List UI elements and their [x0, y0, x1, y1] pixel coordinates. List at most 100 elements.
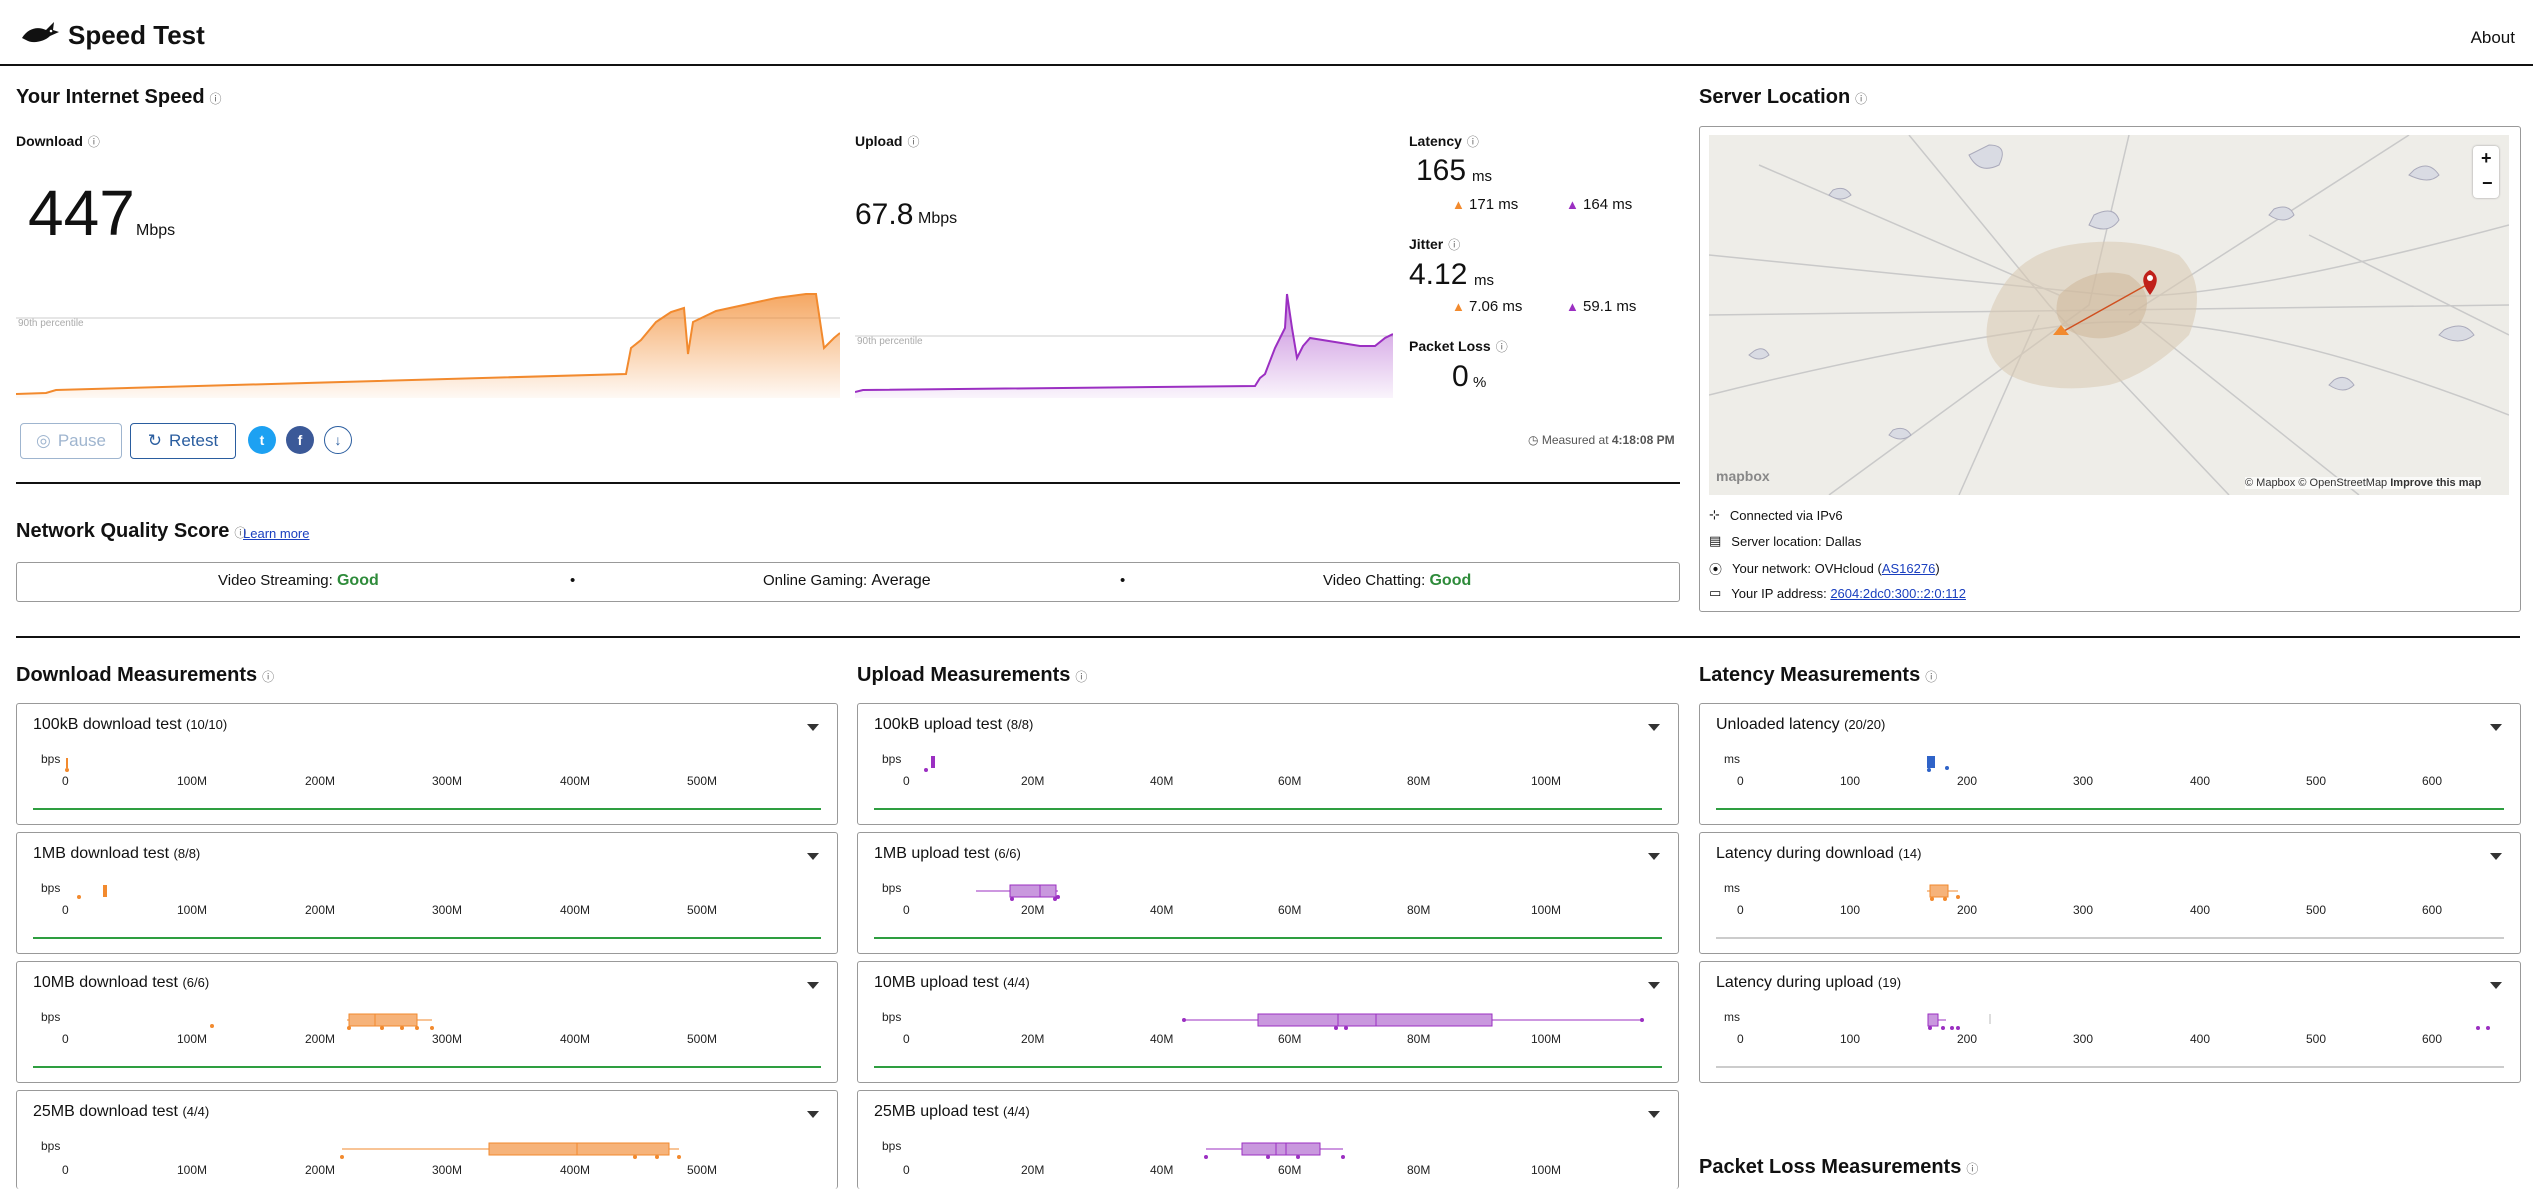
- download-measurements-title: Download Measurements ⓘ: [16, 664, 275, 686]
- axis-tick: 300M: [432, 774, 463, 788]
- chevron-down-icon[interactable]: [2490, 724, 2502, 731]
- zoom-in-button[interactable]: +: [2481, 148, 2492, 168]
- info-icon[interactable]: ⓘ: [262, 670, 275, 684]
- axis-tick: 600: [2422, 903, 2443, 917]
- measurement-card[interactable]: Latency during upload (19) ms 0 100 200 …: [1699, 961, 2521, 1083]
- axis-tick: 80M: [1407, 1163, 1431, 1177]
- info-icon[interactable]: ⓘ: [1075, 670, 1088, 684]
- pause-icon: ◎: [35, 431, 51, 450]
- latency-value: 165: [1416, 154, 1467, 187]
- measurement-card[interactable]: 100kB download test (10/10) bps 0 100M 2…: [16, 703, 838, 825]
- zoom-out-button[interactable]: −: [2482, 173, 2493, 193]
- info-icon[interactable]: ⓘ: [209, 92, 222, 106]
- card-title: 10MB upload test (4/4): [874, 974, 1030, 991]
- jitter-download: ▲ 7.06 ms: [1452, 298, 1523, 315]
- axis-tick: 0: [62, 1032, 69, 1046]
- axis-tick: 20M: [1021, 1032, 1045, 1046]
- chevron-down-icon[interactable]: [2490, 982, 2502, 989]
- axis-tick: 500M: [687, 1163, 718, 1177]
- chevron-down-icon[interactable]: [807, 982, 819, 989]
- retest-button[interactable]: ↻ Retest: [130, 423, 236, 459]
- mapbox-logo[interactable]: mapbox: [1716, 468, 1770, 484]
- jitter-value: 4.12: [1409, 258, 1468, 291]
- axis-tick: 400: [2190, 774, 2211, 788]
- video-chatting-score: Video Chatting: Good: [1323, 572, 1472, 589]
- latency-unit: ms: [1472, 168, 1492, 185]
- packet-loss-measurements-title: Packet Loss Measurements ⓘ: [1699, 1156, 1979, 1178]
- server-map[interactable]: [1709, 135, 2509, 495]
- axis-tick: 300: [2073, 903, 2094, 917]
- axis-tick: 60M: [1278, 774, 1302, 788]
- axis-tick: 0: [62, 903, 69, 917]
- video-streaming-score: Video Streaming: Good: [218, 572, 379, 589]
- download-results-icon[interactable]: ↓: [324, 426, 352, 454]
- download-unit: Mbps: [136, 222, 176, 239]
- pause-button[interactable]: ◎ Pause: [20, 423, 122, 459]
- info-icon[interactable]: ⓘ: [1448, 238, 1461, 252]
- chevron-down-icon[interactable]: [807, 724, 819, 731]
- upload-value: 67.8: [855, 198, 914, 231]
- card-title: Unloaded latency (20/20): [1716, 716, 1886, 733]
- upload-speed-chart: [855, 293, 1393, 398]
- axis-tick: 100M: [1531, 1032, 1562, 1046]
- axis-tick: 200M: [305, 903, 336, 917]
- map-attribution: © Mapbox © OpenStreetMap Improve this ma…: [2245, 477, 2482, 489]
- twitter-share-icon[interactable]: t: [248, 426, 276, 454]
- asn-link[interactable]: AS16276: [1881, 561, 1936, 576]
- chevron-down-icon[interactable]: [807, 853, 819, 860]
- info-icon[interactable]: ⓘ: [87, 135, 100, 149]
- boxplot: [1716, 1013, 2504, 1068]
- info-icon[interactable]: ⓘ: [1466, 135, 1479, 149]
- axis-tick: 100M: [177, 774, 208, 788]
- measurement-card[interactable]: Unloaded latency (20/20) ms 0 100 200 30…: [1699, 703, 2521, 825]
- info-icon[interactable]: ⓘ: [234, 526, 247, 540]
- measurement-card[interactable]: 1MB download test (8/8) bps 0 100M 200M …: [16, 832, 838, 954]
- quality-score-bar: [16, 562, 1680, 602]
- info-icon[interactable]: ⓘ: [907, 135, 920, 149]
- axis-tick: 400M: [560, 903, 591, 917]
- info-icon[interactable]: ⓘ: [1855, 92, 1868, 106]
- axis-unit: bps: [882, 1139, 902, 1153]
- measurement-card[interactable]: 25MB download test (4/4) bps 0 100M 200M…: [16, 1090, 838, 1189]
- info-icon[interactable]: ⓘ: [1495, 340, 1508, 354]
- measurement-card[interactable]: 10MB download test (6/6) bps 0 100M 200M…: [16, 961, 838, 1083]
- axis-tick: 500: [2306, 1032, 2327, 1046]
- axis-tick: 0: [903, 1163, 910, 1177]
- window-icon: ▭: [1709, 585, 1722, 600]
- measurement-card[interactable]: 25MB upload test (4/4) bps 0 20M 40M 60M…: [857, 1090, 1679, 1189]
- axis-tick: 100M: [177, 1032, 208, 1046]
- measurement-card[interactable]: 10MB upload test (4/4) bps 0 20M 40M 60M…: [857, 961, 1679, 1083]
- axis-tick: 400M: [560, 1163, 591, 1177]
- axis-unit: ms: [1724, 881, 1740, 895]
- about-link[interactable]: About: [2470, 28, 2515, 47]
- download-arrow-icon: ▲: [1452, 299, 1465, 314]
- axis-tick: 60M: [1278, 1032, 1302, 1046]
- chevron-down-icon[interactable]: [1648, 853, 1660, 860]
- chevron-down-icon[interactable]: [2490, 853, 2502, 860]
- axis-tick: 400M: [560, 774, 591, 788]
- measurement-card[interactable]: 1MB upload test (6/6) bps 0 20M 40M 60M …: [857, 832, 1679, 954]
- connection-type: ⊹ Connected via IPv6: [1709, 507, 1843, 523]
- ip-link[interactable]: 2604:2dc0:300::2:0:112: [1830, 585, 1966, 601]
- learn-more-link[interactable]: Learn more: [243, 526, 310, 541]
- chevron-down-icon[interactable]: [807, 1111, 819, 1118]
- axis-tick: 100M: [177, 1163, 208, 1177]
- measurement-card[interactable]: 100kB upload test (8/8) bps 0 20M 40M 60…: [857, 703, 1679, 825]
- separator-dot: •: [570, 572, 576, 589]
- card-title: Latency during download (14): [1716, 845, 1922, 862]
- info-icon[interactable]: ⓘ: [1925, 670, 1938, 684]
- axis-tick: 200M: [305, 1032, 336, 1046]
- chevron-down-icon[interactable]: [1648, 724, 1660, 731]
- axis-tick: 100: [1840, 1032, 1861, 1046]
- download-speed-chart: [16, 293, 840, 398]
- packet-loss-value: 0: [1452, 360, 1469, 393]
- info-icon[interactable]: ⓘ: [1966, 1162, 1979, 1176]
- axis-tick: 500: [2306, 774, 2327, 788]
- measurement-card[interactable]: Latency during download (14) ms 0 100 20…: [1699, 832, 2521, 954]
- chevron-down-icon[interactable]: [1648, 982, 1660, 989]
- facebook-share-icon[interactable]: f: [286, 426, 314, 454]
- axis-unit: bps: [882, 1010, 902, 1024]
- card-title: 100kB download test (10/10): [33, 716, 228, 733]
- chevron-down-icon[interactable]: [1648, 1111, 1660, 1118]
- axis-tick: 0: [1737, 774, 1744, 788]
